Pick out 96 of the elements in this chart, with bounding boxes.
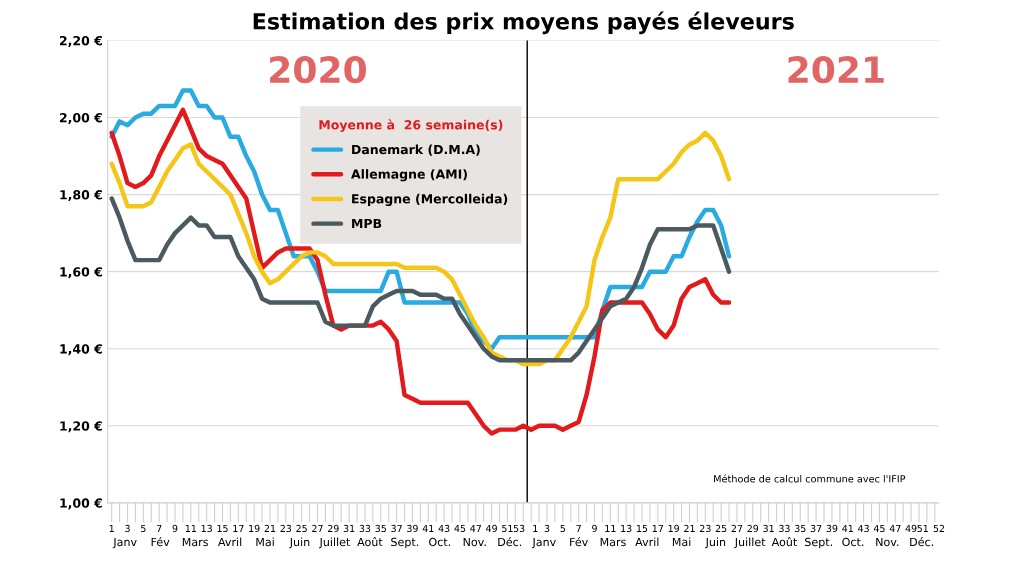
text: Mai bbox=[256, 537, 274, 547]
legend-label: Allemagne (AMI) bbox=[351, 169, 467, 182]
text: Juillet bbox=[734, 537, 766, 549]
x-tick-label: 41 bbox=[842, 525, 853, 532]
x-tick-label: 29 bbox=[747, 524, 759, 533]
x-tick-label: 23 bbox=[699, 524, 711, 533]
annotation: 2020 bbox=[270, 55, 366, 84]
text: Juin bbox=[289, 537, 310, 549]
text: Sept. bbox=[805, 537, 832, 549]
x-tick-label: 7 bbox=[576, 525, 581, 532]
x-tick-label: 3 bbox=[125, 524, 130, 533]
x-tick-label: 21 bbox=[264, 524, 276, 532]
y-tick-label: 1,00 € bbox=[60, 498, 103, 510]
x-tick-label: 11 bbox=[185, 525, 196, 532]
x-tick-label: 51 bbox=[502, 525, 513, 533]
x-tick-label: 9 bbox=[172, 524, 178, 533]
text: Nov. bbox=[876, 537, 899, 547]
y-tick-label: 1,80 € bbox=[60, 190, 103, 202]
text: Sept. bbox=[391, 537, 419, 549]
x-tick-label: 35 bbox=[375, 524, 386, 533]
x-tick-label: 49 bbox=[486, 524, 497, 533]
x-tick-label: 47 bbox=[889, 525, 901, 532]
x-tick-label: 45 bbox=[454, 525, 466, 533]
x-tick-label: 13 bbox=[201, 524, 212, 533]
x-tick-label: 43 bbox=[858, 524, 869, 533]
legend-label: Espagne (Mercolleida) bbox=[352, 193, 508, 207]
text: Avril bbox=[218, 537, 242, 546]
y-tick-label: 2,00 € bbox=[59, 113, 103, 125]
y-tick-label: 2,20 € bbox=[59, 35, 103, 47]
x-tick-label: 39 bbox=[826, 524, 838, 533]
x-tick-label: 23 bbox=[280, 524, 292, 533]
x-tick-label: 33 bbox=[779, 524, 790, 533]
x-tick-label: 11 bbox=[605, 525, 616, 532]
x-tick-label: 31 bbox=[343, 524, 355, 533]
text: Mars bbox=[600, 537, 626, 547]
y-tick-label: 1,60 € bbox=[60, 267, 103, 279]
text: Mars bbox=[182, 537, 208, 547]
x-tick-label: 25 bbox=[715, 524, 727, 533]
x-tick-label: 1 bbox=[533, 525, 538, 532]
x-tick-label: 5 bbox=[141, 525, 146, 533]
x-tick-label: 15 bbox=[637, 525, 648, 533]
text: Août bbox=[357, 537, 383, 547]
text: Août bbox=[771, 537, 797, 547]
x-tick-label: 51 bbox=[917, 525, 928, 533]
x-tick-label: 29 bbox=[327, 524, 339, 533]
x-tick-label: 15 bbox=[217, 525, 228, 533]
x-tick-label: 1 bbox=[109, 525, 114, 532]
text: Mai bbox=[672, 537, 691, 547]
text: Avril bbox=[635, 537, 659, 546]
x-tick-label: 27 bbox=[731, 524, 743, 532]
x-tick-label: 31 bbox=[763, 524, 774, 533]
annotation: 2021 bbox=[788, 55, 884, 84]
x-tick-label: 45 bbox=[873, 525, 885, 533]
annotation: Méthode de calcul commune avec l'IFIP bbox=[714, 474, 906, 483]
x-tick-label: 25 bbox=[296, 524, 307, 533]
line-series bbox=[109, 107, 732, 436]
x-tick-label: 39 bbox=[407, 524, 418, 533]
legend-title: Moyenne à 26 semaine(s) bbox=[319, 119, 503, 133]
chart-title: Estimation des prix moyens payés éleveurs bbox=[253, 11, 794, 35]
x-tick-label: 13 bbox=[621, 524, 632, 533]
x-tick-label: 17 bbox=[652, 525, 664, 532]
text: Nov. bbox=[463, 537, 486, 547]
text: Janv bbox=[531, 537, 556, 549]
legend-label: Danemark (D.M.A) bbox=[352, 144, 480, 156]
x-tick-label: 19 bbox=[249, 524, 260, 533]
text: Oct. bbox=[842, 537, 864, 547]
x-tick-label: 17 bbox=[233, 525, 244, 532]
x-tick-label: 7 bbox=[156, 525, 162, 532]
text: Oct. bbox=[429, 537, 450, 547]
line-series bbox=[109, 130, 732, 367]
x-tick-label: 37 bbox=[391, 524, 402, 533]
x-tick-label: 53 bbox=[513, 524, 525, 533]
x-tick-label: 3 bbox=[544, 524, 550, 533]
x-tick-label: 19 bbox=[668, 524, 679, 533]
x-tick-label: 43 bbox=[438, 524, 450, 533]
x-tick-label: 47 bbox=[470, 525, 481, 532]
text: Déc. bbox=[910, 537, 933, 547]
text: Janv bbox=[112, 537, 137, 549]
x-tick-label: 5 bbox=[560, 525, 566, 533]
text: Fév bbox=[151, 537, 170, 547]
text: Juin bbox=[705, 537, 726, 549]
y-tick-label: 1,20 € bbox=[60, 421, 103, 433]
x-tick-label: 27 bbox=[312, 524, 323, 532]
x-tick-label: 52 bbox=[933, 524, 945, 533]
x-tick-label: 21 bbox=[684, 524, 695, 532]
text: Déc. bbox=[498, 537, 522, 547]
text: Juillet bbox=[318, 537, 351, 549]
x-tick-label: 9 bbox=[592, 524, 597, 533]
x-tick-label: 33 bbox=[359, 524, 371, 533]
x-tick-label: 37 bbox=[810, 524, 822, 533]
text: Fév bbox=[570, 537, 588, 547]
x-tick-label: 35 bbox=[794, 524, 806, 533]
legend-label: MPB bbox=[352, 218, 382, 228]
x-tick-label: 41 bbox=[422, 525, 434, 532]
x-tick-label: 49 bbox=[905, 524, 917, 533]
y-tick-label: 1,40 € bbox=[60, 344, 103, 356]
